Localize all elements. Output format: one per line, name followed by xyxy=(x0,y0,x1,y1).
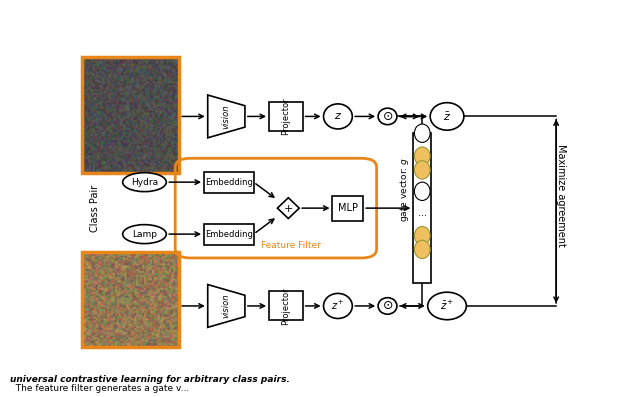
Ellipse shape xyxy=(428,292,467,320)
Ellipse shape xyxy=(378,298,397,314)
Bar xyxy=(83,252,179,347)
Text: Projector: Projector xyxy=(282,287,291,325)
Text: universal contrastive learning for arbitrary class pairs.: universal contrastive learning for arbit… xyxy=(10,375,289,384)
Text: $z$: $z$ xyxy=(334,112,342,121)
Text: $\odot$: $\odot$ xyxy=(382,110,393,123)
Text: vision: vision xyxy=(222,294,231,318)
Text: The feature filter generates a gate v...: The feature filter generates a gate v... xyxy=(10,384,189,393)
Text: vision: vision xyxy=(222,104,231,129)
Text: gate vector: $g$: gate vector: $g$ xyxy=(398,157,411,222)
FancyBboxPatch shape xyxy=(269,291,303,320)
Ellipse shape xyxy=(430,103,464,130)
Text: $\bar{z}^+$: $\bar{z}^+$ xyxy=(440,299,454,312)
Ellipse shape xyxy=(414,182,430,200)
Text: $\bar{z}$: $\bar{z}$ xyxy=(443,110,451,123)
Polygon shape xyxy=(208,95,245,138)
Text: Hydra: Hydra xyxy=(131,177,158,187)
FancyBboxPatch shape xyxy=(269,102,303,131)
Ellipse shape xyxy=(414,240,430,258)
Text: Embedding: Embedding xyxy=(205,229,253,239)
FancyBboxPatch shape xyxy=(413,133,431,283)
Text: $\odot$: $\odot$ xyxy=(382,299,393,312)
FancyBboxPatch shape xyxy=(332,196,364,221)
Text: Class Pair: Class Pair xyxy=(90,185,100,232)
Text: MLP: MLP xyxy=(338,203,358,213)
Bar xyxy=(83,57,179,173)
Polygon shape xyxy=(208,285,245,328)
Text: Lamp: Lamp xyxy=(132,229,157,239)
Text: Embedding: Embedding xyxy=(205,177,253,187)
Text: Maximize agreement: Maximize agreement xyxy=(556,145,566,247)
Ellipse shape xyxy=(378,108,397,125)
FancyBboxPatch shape xyxy=(204,224,253,245)
Ellipse shape xyxy=(123,225,166,244)
FancyBboxPatch shape xyxy=(204,172,253,193)
Ellipse shape xyxy=(414,124,430,143)
Text: Projector: Projector xyxy=(282,98,291,135)
Text: $z^+$: $z^+$ xyxy=(331,299,345,312)
Ellipse shape xyxy=(324,104,352,129)
Text: ...: ... xyxy=(418,208,427,218)
Ellipse shape xyxy=(414,161,430,179)
Text: $+$: $+$ xyxy=(284,202,293,214)
Ellipse shape xyxy=(414,147,430,165)
Text: Feature Filter: Feature Filter xyxy=(262,241,321,250)
Polygon shape xyxy=(277,198,300,218)
Ellipse shape xyxy=(414,226,430,245)
Ellipse shape xyxy=(324,293,352,318)
Ellipse shape xyxy=(123,173,166,192)
